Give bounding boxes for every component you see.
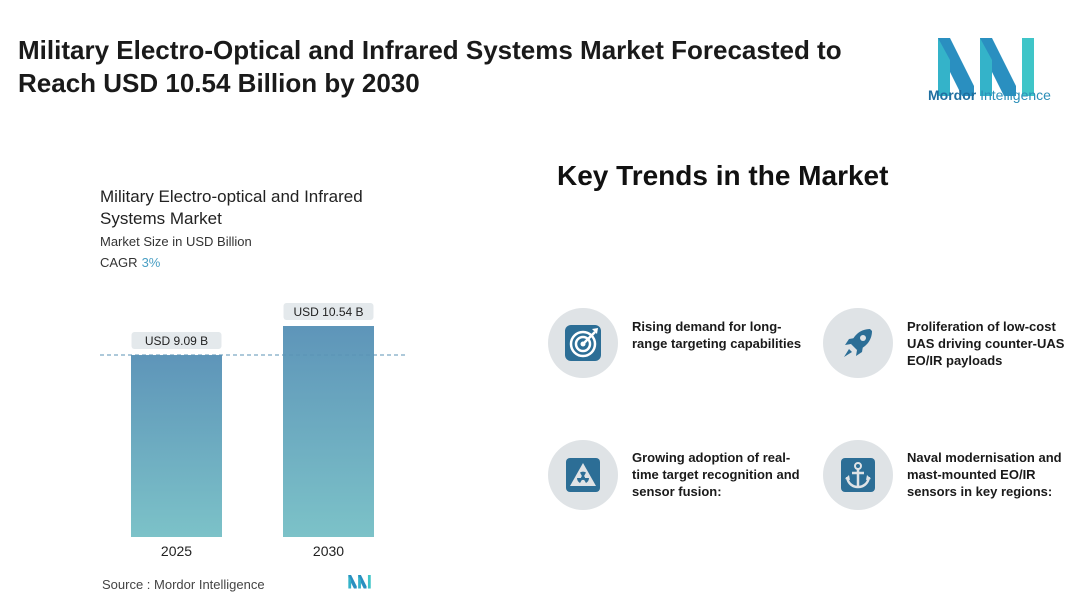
source-name: Mordor Intelligence <box>154 577 265 592</box>
data-label-bg <box>283 303 374 320</box>
data-label: USD 10.54 B <box>293 305 363 319</box>
brand-wordmark: Mordor Intelligence <box>928 87 1052 103</box>
chart-title: Military Electro-optical and Infrared Sy… <box>100 187 363 228</box>
x-tick-label: 2025 <box>161 543 192 559</box>
cagr-row: CAGR 3% <box>100 255 160 270</box>
bar-2030 <box>283 326 374 537</box>
data-label-bg <box>131 332 222 350</box>
target-icon <box>548 308 618 378</box>
source-note: Source : Mordor Intelligence <box>102 577 265 592</box>
source-label: Source : <box>102 577 151 592</box>
brand-name: Mordor <box>928 87 977 103</box>
x-tick-label: 2030 <box>313 543 344 559</box>
page-title: Military Electro-Optical and Infrared Sy… <box>18 35 842 98</box>
anchor-icon <box>823 440 893 510</box>
trend-text-1: Rising demand for long-range targeting c… <box>632 319 802 351</box>
bar-2025 <box>131 355 222 537</box>
chart-subtitle: Market Size in USD Billion <box>100 234 252 249</box>
brand-suffix: Intelligence <box>980 87 1051 103</box>
data-label: USD 9.09 B <box>145 334 208 348</box>
cagr-value: 3% <box>141 255 161 270</box>
trend-text-3: Growing adoption of real-time target rec… <box>632 450 800 499</box>
rocket-icon <box>823 308 893 378</box>
radiation-icon <box>548 440 618 510</box>
market-size-bar-chart: USD 9.09 B 2025 USD 10.54 B 2030 <box>100 303 408 559</box>
trend-text-4: Naval modernisation and mast-mounted EO/… <box>907 450 1062 499</box>
mordor-logo-icon <box>938 38 1034 96</box>
trends-title: Key Trends in the Market <box>557 160 889 191</box>
cagr-label: CAGR <box>100 255 138 270</box>
trend-text-2: Proliferation of low-cost UAS driving co… <box>907 319 1065 368</box>
source-logo-icon <box>348 575 371 589</box>
